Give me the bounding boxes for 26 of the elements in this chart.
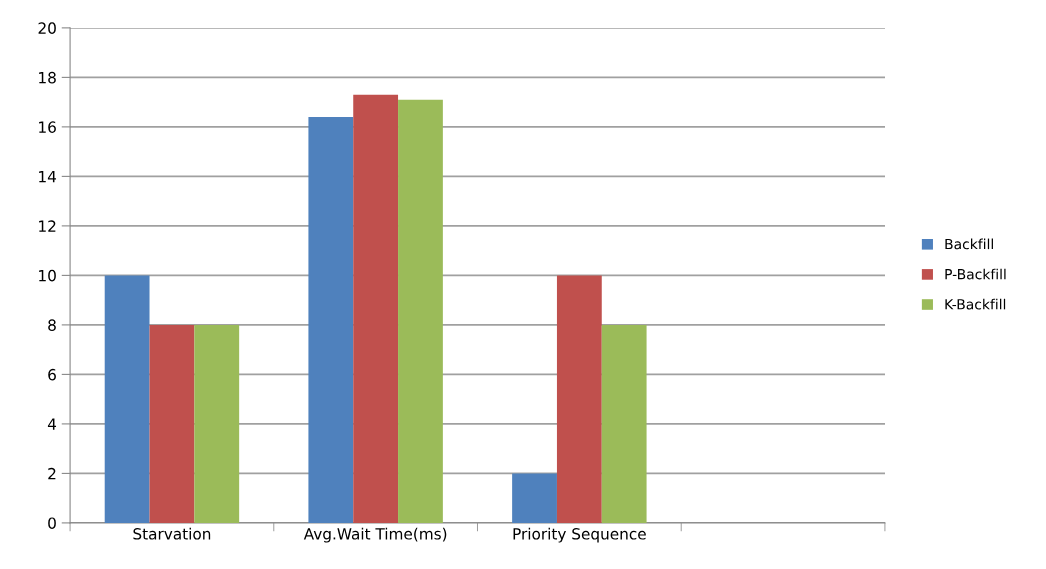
y-tick-label: 0 <box>48 517 56 529</box>
bar <box>601 324 647 523</box>
x-tick-label: Starvation <box>133 527 211 540</box>
legend-label: P-Backfill <box>945 268 1006 280</box>
y-tick-label: 16 <box>39 121 56 133</box>
legend-label: Backfill <box>945 238 993 250</box>
y-tick-label: 8 <box>48 319 56 331</box>
y-tick-label: 10 <box>39 269 56 282</box>
bar <box>353 94 399 523</box>
y-tick-label: 4 <box>47 418 57 430</box>
bar <box>512 473 557 523</box>
y-tick-label: 20 <box>38 22 56 34</box>
y-tick-label: 18 <box>39 71 56 84</box>
bar <box>556 275 602 523</box>
bar <box>149 324 195 523</box>
y-tick-label: 6 <box>48 368 56 381</box>
bar <box>104 275 150 523</box>
bar <box>308 116 354 523</box>
y-tick-label: 2 <box>48 467 56 480</box>
x-tick-label: Avg.Wait Time(ms) <box>303 527 447 543</box>
y-tick-label: 12 <box>39 220 56 232</box>
legend-label: K-Backfill <box>945 298 1006 310</box>
bar <box>194 324 240 523</box>
y-tick-label: 14 <box>39 171 57 183</box>
bar <box>398 99 443 523</box>
x-tick-label: Priority Sequence <box>513 527 646 543</box>
